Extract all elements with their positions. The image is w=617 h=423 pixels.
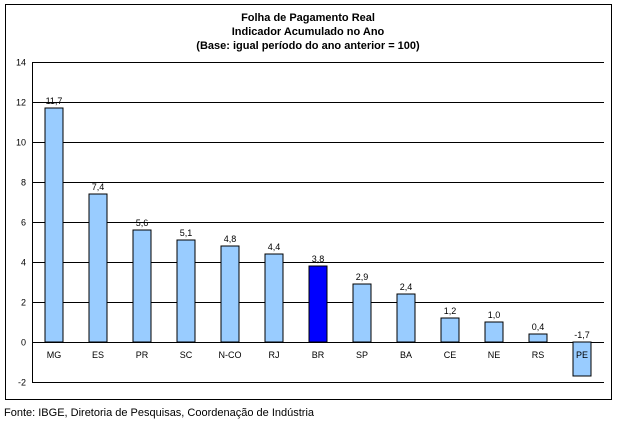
x-axis-ticks: MG ES PR SC N-CO RJ BR SP BA CE NE RS PE <box>47 350 588 360</box>
x-tick-label: NE <box>488 350 501 360</box>
y-tick-label: -2 <box>18 378 26 388</box>
data-label: 2,9 <box>356 272 369 282</box>
x-tick-label: PE <box>576 350 588 360</box>
chart-title-line-2: Indicador Acumulado no Ano <box>232 26 385 38</box>
y-tick-label: 0 <box>21 338 26 348</box>
x-tick-label: SC <box>180 350 193 360</box>
chart-title: Folha de Pagamento Real Indicador Acumul… <box>196 12 420 52</box>
data-label: 1,2 <box>444 306 457 316</box>
bar-pr <box>132 229 152 343</box>
chart-title-line-1: Folha de Pagamento Real <box>241 12 375 24</box>
x-tick-label: BR <box>312 350 325 360</box>
chart-title-line-3: (Base: igual período do ano anterior = 1… <box>196 40 420 52</box>
x-tick-label: ES <box>92 350 104 360</box>
data-label: 3,8 <box>312 254 325 264</box>
bars <box>44 107 592 377</box>
bar-ba <box>396 293 416 343</box>
bar-es <box>88 193 108 343</box>
data-label: 2,4 <box>400 282 413 292</box>
data-label: 5,1 <box>180 228 193 238</box>
data-label: 11,7 <box>46 96 63 106</box>
y-tick-label: 4 <box>21 258 26 268</box>
data-label: 7,4 <box>92 182 105 192</box>
y-tick-label: 14 <box>16 58 26 68</box>
data-label: 5,6 <box>136 218 149 228</box>
bar-mg <box>44 107 64 343</box>
bar-ce <box>440 317 460 343</box>
bar-sc <box>176 239 196 343</box>
data-label: 1,0 <box>488 310 501 320</box>
x-tick-label: PR <box>136 350 149 360</box>
chart-frame: Folha de Pagamento Real Indicador Acumul… <box>5 4 612 400</box>
gridlines <box>32 62 604 383</box>
bar-n-co <box>220 245 240 343</box>
data-label: 4,4 <box>268 242 281 252</box>
data-label: 4,8 <box>224 234 237 244</box>
data-labels: 11,7 7,4 5,6 5,1 4,8 4,4 3,8 2,9 2,4 1,2 1,0 0,4 -1,… <box>46 96 590 340</box>
y-tick-label: 2 <box>21 298 26 308</box>
bar-chart: Folha de Pagamento Real Indicador Acumul… <box>16 12 604 388</box>
y-tick-label: 8 <box>21 178 26 188</box>
y-tick-label: 12 <box>16 98 26 108</box>
y-tick-label: 6 <box>21 218 26 228</box>
y-tick-label: 10 <box>16 138 26 148</box>
x-tick-label: SP <box>356 350 368 360</box>
bar-pe <box>572 341 592 377</box>
x-tick-label: BA <box>400 350 412 360</box>
x-tick-label: MG <box>47 350 62 360</box>
source-note: Fonte: IBGE, Diretoria de Pesquisas, Coo… <box>4 407 315 419</box>
x-tick-label: CE <box>444 350 457 360</box>
x-tick-label: RJ <box>269 350 280 360</box>
bar-br <box>308 265 328 343</box>
x-tick-label: N-CO <box>219 350 242 360</box>
data-label: 0,4 <box>532 322 545 332</box>
data-label: -1,7 <box>574 330 590 340</box>
bar-sp <box>352 283 372 343</box>
bar-ne <box>484 321 504 343</box>
y-axis-ticks: -2 0 2 4 6 8 10 12 14 <box>16 58 26 388</box>
bar-rs <box>528 333 548 343</box>
bar-rj <box>264 253 284 343</box>
x-tick-label: RS <box>532 350 545 360</box>
